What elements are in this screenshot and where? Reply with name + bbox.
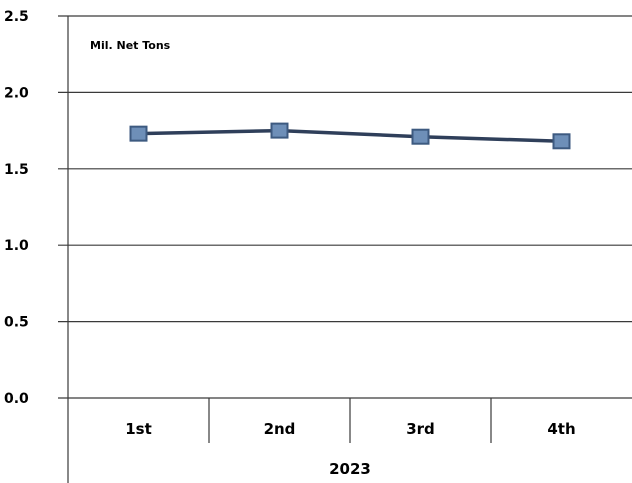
x-tick-label: 4th [547, 420, 575, 438]
data-point-marker [270, 122, 289, 139]
y-tick-label: 0.0 [4, 391, 29, 407]
data-point-marker [411, 128, 430, 145]
data-point-marker [552, 133, 571, 150]
x-tick-label: 2nd [264, 420, 296, 438]
series-layer [129, 122, 571, 150]
series-line [138, 128, 562, 144]
x-tick-label: 3rd [406, 420, 435, 438]
x-group-label: 2023 [329, 460, 371, 478]
data-point-marker [129, 125, 148, 142]
x-category-labels: 1st 2nd 3rd 4th [125, 420, 575, 438]
y-tick-label: 1.5 [4, 162, 29, 178]
gridlines [58, 15, 632, 399]
y-tick-label: 2.0 [4, 85, 29, 101]
unit-label: Mil. Net Tons [90, 39, 171, 52]
y-tick-labels: 0.0 0.5 1.0 1.5 2.0 2.5 [4, 9, 29, 407]
axes [67, 16, 492, 483]
x-tick-label: 1st [125, 420, 152, 438]
y-tick-label: 1.0 [4, 238, 29, 254]
y-tick-label: 2.5 [4, 9, 29, 25]
y-tick-label: 0.5 [4, 315, 29, 331]
